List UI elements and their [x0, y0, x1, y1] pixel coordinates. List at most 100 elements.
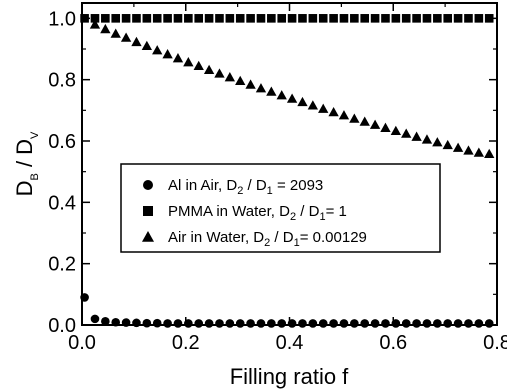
- legend-triangle-marker: [142, 231, 154, 242]
- legend-air-sub1: 2: [264, 237, 270, 249]
- square-data-point: [443, 14, 453, 23]
- legend-air-suffix: = 0.00129: [300, 229, 367, 246]
- triangle-data-point: [276, 90, 287, 100]
- circle-data-point: [256, 319, 266, 328]
- square-data-point: [381, 14, 390, 23]
- square-data-point: [370, 14, 380, 23]
- triangle-data-point: [338, 110, 350, 120]
- square-data-point: [433, 14, 442, 23]
- legend-square-marker: [143, 206, 153, 216]
- triangle-data-point: [463, 145, 474, 155]
- y-tick-label: 0.6: [48, 131, 76, 153]
- square-data-point: [80, 14, 89, 23]
- triangle-data-point: [421, 134, 433, 144]
- circle-data-point: [287, 319, 297, 328]
- circle-data-point: [464, 319, 473, 328]
- legend-pmma-mid: / D: [296, 203, 320, 220]
- square-data-point: [401, 14, 411, 23]
- y-axis-title-sub-v: V: [29, 131, 41, 139]
- square-data-point: [412, 14, 421, 23]
- triangle-data-point: [318, 103, 329, 113]
- legend-air-sub2: 1: [294, 237, 300, 249]
- square-data-point: [246, 14, 255, 23]
- triangle-data-point: [390, 125, 402, 136]
- triangle-data-point: [100, 23, 111, 34]
- triangle-data-point: [297, 96, 308, 107]
- triangle-data-point: [141, 40, 153, 51]
- legend-pmma-sub1: 2: [290, 211, 296, 223]
- circle-data-point: [381, 319, 390, 328]
- circle-data-point: [318, 319, 328, 328]
- triangle-data-point: [224, 72, 236, 82]
- legend: Al in Air, D2 / D1 = 2093 PMMA in Water,…: [120, 163, 441, 253]
- square-data-point: [277, 14, 287, 23]
- triangle-data-point: [307, 100, 319, 110]
- square-data-point: [287, 14, 297, 23]
- triangle-data-point: [452, 142, 464, 152]
- triangle-data-point: [193, 60, 204, 70]
- square-data-point: [90, 14, 100, 23]
- triangle-data-point: [473, 147, 485, 157]
- triangle-data-point: [183, 57, 194, 67]
- square-data-point: [101, 14, 110, 23]
- circle-data-point: [453, 319, 463, 328]
- legend-pmma-prefix: PMMA in Water, D: [168, 203, 290, 220]
- square-data-point: [225, 14, 235, 23]
- circle-data-point: [308, 319, 318, 328]
- circle-data-point: [194, 319, 204, 328]
- square-data-point: [173, 14, 183, 23]
- circle-data-point: [111, 317, 121, 327]
- triangle-data-point: [214, 68, 225, 78]
- square-data-point: [256, 14, 266, 23]
- triangle-data-point: [245, 79, 256, 89]
- legend-pmma-suffix: = 1: [326, 203, 347, 220]
- circle-data-point: [215, 319, 224, 328]
- square-data-point: [132, 14, 141, 23]
- square-data-point: [142, 14, 152, 23]
- circle-data-point: [204, 319, 214, 328]
- square-data-point: [152, 14, 162, 23]
- y-axis-title: DB / DV: [12, 131, 41, 196]
- circle-data-point: [267, 319, 276, 328]
- square-data-point: [329, 14, 338, 23]
- square-data-point: [267, 14, 276, 23]
- legend-al-sub2: 1: [267, 185, 273, 197]
- y-tick-label: 0.2: [48, 254, 76, 276]
- square-data-point: [235, 14, 245, 23]
- legend-markers: [142, 180, 154, 242]
- circle-data-point: [225, 319, 235, 328]
- circle-data-point: [80, 293, 89, 302]
- square-data-point: [484, 14, 494, 23]
- square-data-point: [298, 14, 307, 23]
- y-axis-title-sub-b: B: [29, 173, 41, 180]
- triangle-data-point: [89, 19, 101, 29]
- legend-box: [120, 163, 441, 253]
- triangle-data-point: [442, 139, 453, 150]
- circle-data-point: [339, 319, 349, 328]
- legend-pmma-sub2: 1: [319, 211, 325, 223]
- circle-data-point: [163, 319, 172, 328]
- data-markers: [80, 14, 495, 328]
- y-tick-label: 1.0: [48, 8, 76, 30]
- triangle-data-point: [203, 64, 215, 74]
- circle-data-point: [173, 319, 183, 328]
- triangle-data-point: [328, 107, 339, 117]
- triangle-data-point: [484, 148, 495, 159]
- triangle-data-point: [172, 53, 184, 63]
- square-data-point: [464, 14, 473, 23]
- circle-data-point: [401, 319, 411, 328]
- legend-al-sub1: 2: [237, 185, 243, 197]
- legend-al-mid: / D: [243, 177, 267, 194]
- square-data-point: [391, 14, 401, 23]
- circle-data-point: [184, 319, 193, 328]
- circle-data-point: [474, 319, 484, 328]
- circle-data-point: [360, 319, 370, 328]
- x-tick-label: 0.0: [68, 332, 96, 354]
- square-data-point: [360, 14, 370, 23]
- x-tick-label: 0.6: [379, 332, 407, 354]
- circle-data-point: [443, 319, 453, 328]
- circle-data-point: [329, 319, 338, 328]
- circle-data-point: [90, 314, 100, 324]
- triangle-data-point: [349, 113, 360, 123]
